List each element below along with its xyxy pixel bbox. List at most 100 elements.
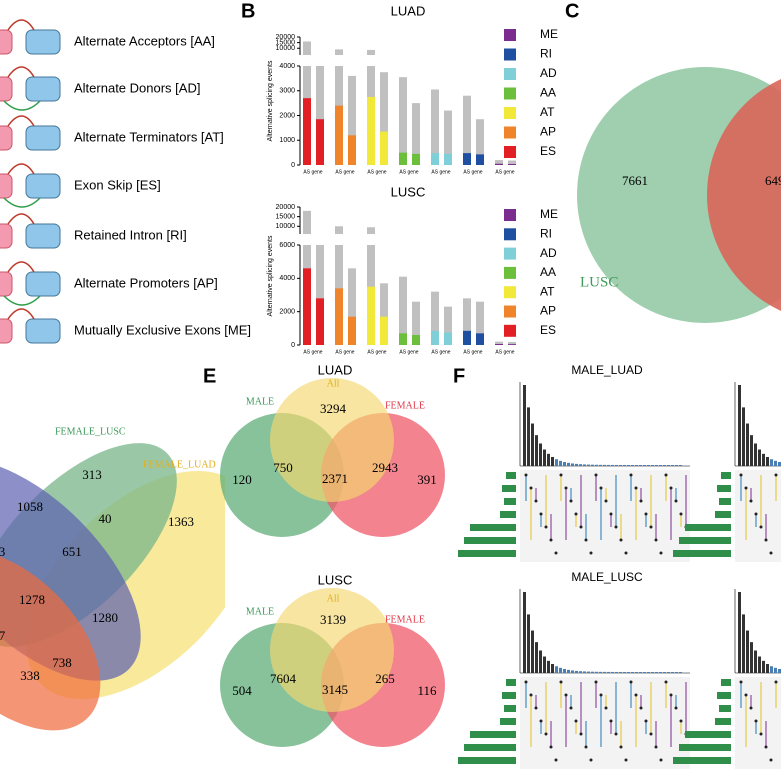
upset-bar bbox=[599, 671, 602, 673]
matrix-dot bbox=[529, 486, 533, 490]
upset-bar bbox=[551, 663, 554, 673]
bar bbox=[367, 286, 375, 345]
upset-bar bbox=[750, 435, 753, 466]
upset-bar bbox=[587, 671, 590, 673]
venn-label: FEMALE bbox=[385, 614, 425, 625]
bar bbox=[476, 119, 484, 165]
bar bbox=[412, 301, 420, 345]
matrix-dot bbox=[644, 719, 648, 723]
bar bbox=[508, 160, 516, 165]
bar bbox=[335, 49, 343, 55]
bar bbox=[316, 298, 324, 345]
legend-swatch bbox=[504, 87, 516, 100]
venn-value: 3294 bbox=[320, 401, 347, 416]
matrix-dot bbox=[569, 499, 573, 503]
x-tick-label: AS gene bbox=[495, 169, 514, 175]
exon bbox=[25, 223, 61, 249]
splice-icon bbox=[0, 261, 61, 306]
venn-value: 7 bbox=[0, 628, 6, 643]
bar bbox=[444, 153, 452, 165]
matrix-dot bbox=[639, 706, 643, 710]
y-axis-label: Alternative splicing events bbox=[267, 60, 274, 141]
upset-bar bbox=[675, 464, 678, 466]
upset-bar bbox=[647, 671, 650, 673]
legend-label: AT bbox=[540, 105, 555, 119]
upset-bar bbox=[770, 666, 773, 673]
upset-bar bbox=[599, 464, 602, 466]
exon bbox=[25, 271, 61, 297]
x-tick-label: AS gene bbox=[399, 169, 418, 175]
junction bbox=[7, 213, 35, 225]
legend-swatch bbox=[504, 48, 516, 61]
exon bbox=[0, 76, 13, 102]
upset-bar bbox=[567, 462, 570, 466]
upset-bar bbox=[531, 423, 534, 466]
matrix-dot bbox=[759, 525, 763, 529]
upset-bar bbox=[571, 463, 574, 466]
exon bbox=[25, 173, 61, 199]
upset-bar bbox=[587, 464, 590, 466]
venn-value: 1280 bbox=[92, 610, 118, 625]
set-bar bbox=[721, 679, 731, 686]
bar bbox=[463, 298, 471, 345]
bar bbox=[412, 335, 420, 345]
upset-bar bbox=[535, 435, 538, 466]
matrix-bg bbox=[520, 470, 690, 562]
legend-swatch bbox=[504, 68, 516, 80]
venn-value: 1278 bbox=[19, 592, 45, 607]
upset-bar bbox=[754, 443, 757, 466]
junction bbox=[7, 19, 35, 31]
bar bbox=[495, 344, 503, 345]
upset-bar bbox=[643, 464, 646, 466]
upset-bar bbox=[639, 464, 642, 466]
venn-value: 3 bbox=[0, 544, 5, 559]
bar bbox=[399, 77, 407, 165]
venn-value: 3145 bbox=[322, 682, 348, 697]
matrix-dot bbox=[634, 693, 638, 697]
set-bar bbox=[679, 537, 731, 544]
y-tick-label: 10000 bbox=[276, 223, 296, 230]
upset-bar bbox=[774, 667, 777, 673]
set-bar bbox=[715, 718, 731, 725]
y-tick-label: 2000 bbox=[279, 112, 295, 119]
upset-bar bbox=[671, 671, 674, 673]
set-bar bbox=[464, 744, 516, 751]
junction bbox=[7, 163, 35, 175]
upset-bar bbox=[667, 464, 670, 466]
venn-label: FEMALE bbox=[385, 400, 425, 411]
matrix-bg bbox=[520, 677, 690, 769]
y-tick-label: 20000 bbox=[276, 34, 296, 41]
upset-bar bbox=[591, 671, 594, 673]
bar bbox=[303, 268, 311, 345]
junction bbox=[7, 115, 35, 127]
venn-value: 1363 bbox=[168, 514, 194, 529]
bar bbox=[380, 72, 388, 165]
matrix-dot bbox=[679, 719, 683, 723]
upset-bar bbox=[559, 667, 562, 673]
upset-bar bbox=[627, 671, 630, 673]
bar bbox=[303, 41, 311, 55]
legend-swatch bbox=[504, 266, 516, 279]
venn-value: 2371 bbox=[322, 471, 348, 486]
set-bar bbox=[502, 485, 516, 492]
upset-bar bbox=[539, 443, 542, 466]
y-tick-label: 15000 bbox=[276, 213, 296, 220]
bar bbox=[508, 342, 516, 345]
upset-bar bbox=[539, 650, 542, 673]
venn-value: 2943 bbox=[372, 460, 398, 475]
x-tick-label: AS gene bbox=[463, 349, 482, 355]
matrix-dot bbox=[754, 512, 758, 516]
set-bar bbox=[504, 498, 516, 505]
upset-bar bbox=[543, 449, 546, 466]
venn-circle bbox=[707, 78, 781, 312]
legend-swatch bbox=[504, 247, 516, 260]
legend-swatch bbox=[504, 209, 516, 221]
upset-bar bbox=[571, 670, 574, 673]
venn-d: FEMALE_LUSC FEMALE_LUAD 313 1058 40 1363 651 12… bbox=[0, 426, 225, 731]
y-tick-label: 2000 bbox=[279, 309, 295, 316]
bar bbox=[399, 276, 407, 345]
matrix-dot bbox=[664, 473, 668, 477]
upset-bar bbox=[750, 642, 753, 673]
bar bbox=[380, 283, 388, 345]
upset-bar bbox=[639, 671, 642, 673]
